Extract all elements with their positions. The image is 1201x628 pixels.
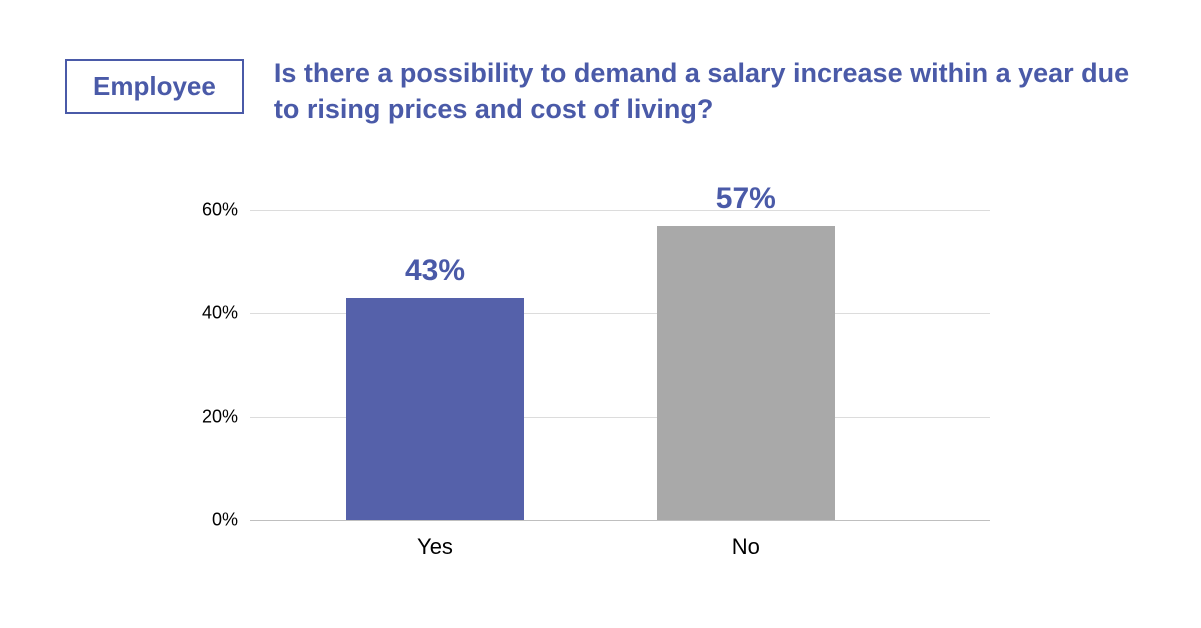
bar: 43%Yes bbox=[346, 298, 524, 520]
x-tick-label: No bbox=[732, 534, 760, 560]
badge-text: Employee bbox=[93, 71, 216, 101]
gridline: 60% bbox=[250, 210, 990, 211]
x-axis-line: 0% bbox=[250, 520, 990, 521]
plot-area: 0%20%40%60%43%Yes57%No bbox=[250, 210, 990, 520]
bar-value-label: 43% bbox=[405, 254, 465, 288]
bar-chart: 0%20%40%60%43%Yes57%No bbox=[165, 180, 1035, 600]
y-tick-label: 20% bbox=[202, 406, 238, 427]
badge: Employee bbox=[65, 59, 244, 114]
bar: 57%No bbox=[657, 226, 835, 521]
y-tick-label: 60% bbox=[202, 200, 238, 221]
chart-title: Is there a possibility to demand a salar… bbox=[274, 55, 1136, 128]
chart-header: Employee Is there a possibility to deman… bbox=[0, 0, 1201, 128]
x-tick-label: Yes bbox=[417, 534, 453, 560]
y-tick-label: 0% bbox=[212, 510, 238, 531]
y-tick-label: 40% bbox=[202, 303, 238, 324]
bar-value-label: 57% bbox=[716, 182, 776, 216]
